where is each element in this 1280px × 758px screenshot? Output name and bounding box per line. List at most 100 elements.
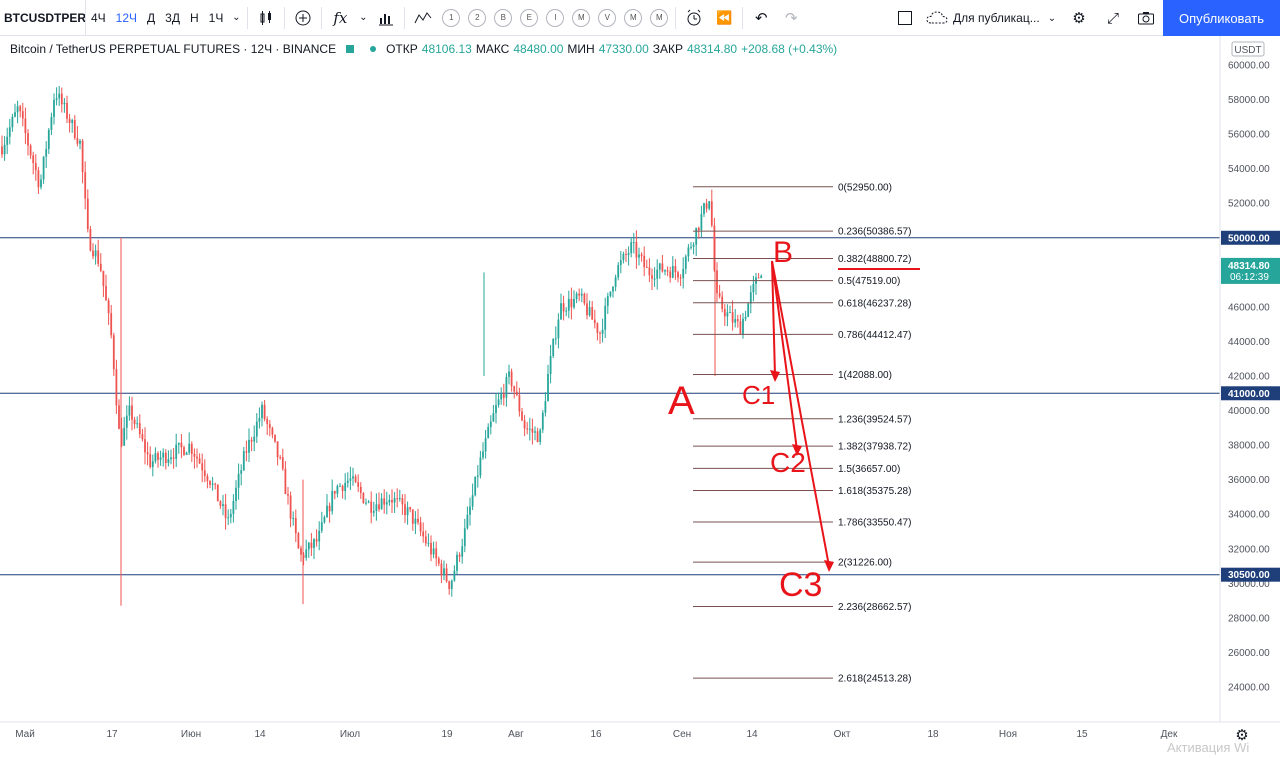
flag-icon[interactable] [346,45,355,53]
candle-body [45,149,48,157]
top-toolbar: BTCUSDTPERP 4Ч 12Ч Д 3Д Н 1Ч ⌄ fx ⌄ 1 2 … [0,0,1280,36]
candle-body [570,298,573,308]
candle-body [167,459,170,463]
candle-body [635,241,638,258]
candle-body [242,451,245,471]
publish-button[interactable]: Опубликовать [1163,0,1280,36]
candle-body [328,505,331,512]
pattern-icon[interactable] [408,0,438,36]
publish-scope-select[interactable]: Для публикац... ⌄ [926,0,1056,36]
interval-1d[interactable]: Д [147,10,156,25]
legend-title: Bitcoin / TetherUS PERPETUAL FUTURES · 1… [10,42,337,56]
tool-1[interactable]: 1 [442,8,461,27]
currency-badge[interactable] [1231,41,1265,57]
candle-body [469,506,471,515]
candle-body [222,504,224,506]
candle-body [703,203,705,215]
candle-body [315,539,318,542]
time-tick-label: 19 [441,729,453,740]
candle-body [47,129,50,150]
camera-icon[interactable] [1131,0,1161,36]
candle-body [422,531,425,537]
chevron-down-icon: ⌄ [1047,12,1057,24]
templates-icon[interactable] [371,0,401,36]
interval-4h[interactable]: 4Ч [91,10,106,25]
annotation-c1[interactable]: C1 [742,380,775,410]
candle-body [679,277,682,279]
tool-m2[interactable]: M [624,8,643,27]
price-tick-label: 36000.00 [1228,475,1270,486]
candle-body [383,498,386,505]
undo-icon[interactable]: ↶ [755,9,768,27]
candle-body [690,246,692,248]
cloud-icon [926,11,948,24]
candle-body [544,401,547,413]
candle-body [456,554,458,571]
candle-body [27,133,29,146]
candles-icon[interactable] [251,0,281,36]
level-badge [1221,386,1280,401]
fib-level-label: 2(31226.00) [838,558,892,569]
candle-body [562,303,565,312]
arrow-line[interactable] [771,260,798,451]
add-compare-icon[interactable] [288,0,318,36]
annotation-c3[interactable]: C3 [779,566,822,604]
candle-body [352,476,354,479]
chevron-down-icon[interactable]: ⌄ [359,12,368,23]
time-tick-label: Май [15,729,35,740]
candle-body [747,303,750,317]
price-tick-label: 42000.00 [1228,372,1270,383]
candle-body [367,501,370,503]
time-tick-label: 18 [927,729,939,740]
candle-body [609,291,612,297]
interval-12h[interactable]: 12Ч [115,10,138,25]
time-tick-label: 14 [746,729,758,740]
candle-body [739,321,742,335]
candle-body [157,453,159,460]
replay-icon[interactable]: ⏪ [716,9,733,25]
tool-e[interactable]: E [520,8,539,27]
annotation-b[interactable]: B [773,236,793,269]
tool-m[interactable]: M [572,8,591,27]
candle-body [612,286,614,292]
tool-2[interactable]: 2 [468,8,487,27]
candle-body [614,277,617,287]
chevron-down-icon[interactable]: ⌄ [232,12,241,23]
interval-1h[interactable]: 1Ч [208,10,224,25]
level-badge-label: 30500.00 [1228,570,1270,581]
fx-icon[interactable]: fx [333,8,348,27]
interval-1w[interactable]: Н [189,10,199,25]
candle-body [216,484,219,502]
candle-body [149,454,152,467]
divider [742,6,744,29]
redo-icon[interactable]: ↷ [785,9,798,27]
arrow-line[interactable] [771,260,830,567]
candle-body [705,203,708,209]
alert-icon[interactable] [679,0,709,36]
layout-icon[interactable] [890,0,920,36]
fullscreen-icon[interactable]: ⤢ [1106,9,1119,27]
candle-body [547,374,549,402]
candle-body [521,411,523,421]
arrow-line[interactable] [771,260,776,377]
tool-m3[interactable]: M [650,8,669,27]
tool-b[interactable]: B [494,8,513,27]
price-tick-label: 44000.00 [1228,337,1270,348]
low-value: 47330.00 [598,42,649,56]
watermark-text: Активация Wi [1167,740,1250,755]
tool-i[interactable]: I [546,8,565,27]
annotation-a[interactable]: A [668,379,695,423]
candle-body [105,285,107,301]
price-chart[interactable]: 0(52950.00) 0.236(50386.57) 0.382(48800.72… [0,36,1280,758]
candle-body [331,491,334,512]
symbol-search[interactable]: BTCUSDTPERP [0,0,86,36]
level-badge-label: 50000.00 [1228,233,1270,244]
gear-icon[interactable]: ⚙ [1072,10,1086,27]
candle-body [474,476,477,496]
tool-v[interactable]: V [598,8,617,27]
candle-body [760,275,763,278]
price-tick-label: 46000.00 [1228,302,1270,313]
annotation-c2[interactable]: C2 [770,447,806,478]
interval-3d[interactable]: 3Д [165,10,180,25]
time-tick-label: Дек [1161,729,1178,740]
